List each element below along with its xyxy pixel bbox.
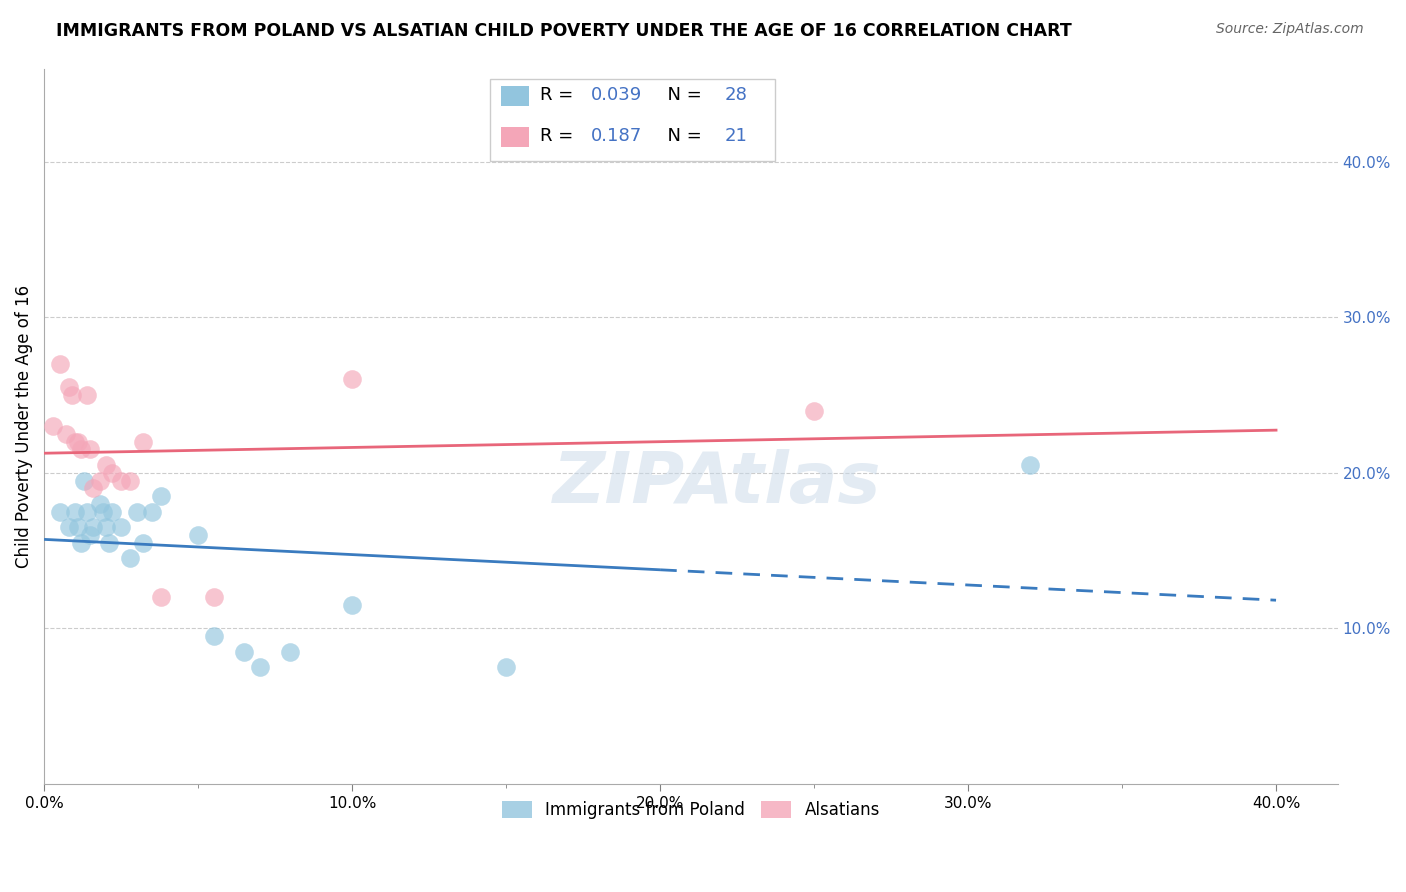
Point [120,551,142,566]
Point [150,590,173,604]
Point [58,380,80,394]
Point [150,489,173,503]
Text: N =: N = [657,86,707,104]
Point [76,388,98,402]
Point [94,458,117,472]
Point [110,474,132,488]
Bar [501,128,529,147]
Point [97,535,120,549]
Point [125,505,148,519]
Point [48,357,70,371]
Point [42,419,65,434]
Text: 0.039: 0.039 [592,86,643,104]
Bar [501,87,529,106]
Y-axis label: Child Poverty Under the Age of 16: Child Poverty Under the Age of 16 [15,285,32,567]
Point [495,660,517,674]
Point [202,590,225,604]
Text: 28: 28 [724,86,748,104]
Point [340,598,363,612]
Point [340,372,363,386]
Point [63,434,86,449]
Point [89,474,111,488]
Point [63,505,86,519]
Point [66,434,89,449]
Point [131,535,153,549]
Point [141,505,163,519]
Text: IMMIGRANTS FROM POLAND VS ALSATIAN CHILD POVERTY UNDER THE AGE OF 16 CORRELATION: IMMIGRANTS FROM POLAND VS ALSATIAN CHILD… [56,22,1071,40]
Point [55,426,77,441]
Point [187,528,209,542]
Point [79,528,101,542]
Point [82,520,104,534]
Text: ZIPAtlas: ZIPAtlas [553,449,882,518]
Text: 21: 21 [724,128,748,145]
Point [202,629,225,643]
Point [82,481,104,495]
Point [73,474,96,488]
Point [803,403,825,417]
Point [58,520,80,534]
Point [70,535,93,549]
Point [76,505,98,519]
Text: R =: R = [540,86,578,104]
Point [94,520,117,534]
Point [110,520,132,534]
Point [66,520,89,534]
Point [120,474,142,488]
Point [70,442,93,457]
Point [131,434,153,449]
Point [60,388,83,402]
Point [89,497,111,511]
Text: R =: R = [540,128,578,145]
Point [101,505,124,519]
Text: N =: N = [657,128,707,145]
Point [79,442,101,457]
Point [280,644,302,658]
Text: 0.187: 0.187 [592,128,643,145]
Point [249,660,271,674]
FancyBboxPatch shape [491,79,775,161]
Point [1018,458,1040,472]
Point [101,466,124,480]
Legend: Immigrants from Poland, Alsatians: Immigrants from Poland, Alsatians [495,794,887,825]
Point [233,644,256,658]
Point [91,505,114,519]
Text: Source: ZipAtlas.com: Source: ZipAtlas.com [1216,22,1364,37]
Point [48,505,70,519]
